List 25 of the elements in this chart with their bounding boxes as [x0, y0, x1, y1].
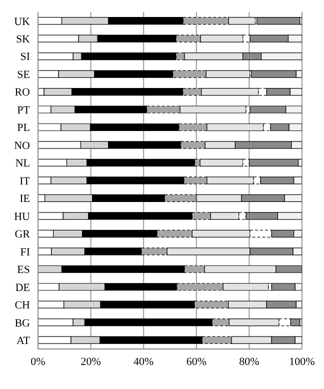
- y-tick-label: FI: [20, 246, 30, 258]
- x-tick-label: 80%: [239, 356, 260, 368]
- y-tick-label: SK: [16, 34, 30, 46]
- y-tick-label: UK: [14, 16, 30, 28]
- y-tick-label: AT: [16, 335, 30, 348]
- y-tick-label: GR: [14, 228, 31, 241]
- y-tick-label: NL: [15, 158, 30, 170]
- y-tick-label: IT: [20, 175, 30, 188]
- x-tick-label: 100%: [289, 356, 315, 368]
- y-tick-label: RO: [14, 86, 30, 99]
- y-tick-label: DE: [15, 282, 30, 294]
- y-tick-label: SI: [20, 51, 30, 64]
- y-tick-label: ES: [17, 264, 30, 276]
- y-tick-label: PT: [17, 104, 30, 116]
- x-tick-label: 0%: [30, 356, 46, 368]
- y-tick-label: IE: [20, 193, 30, 206]
- y-tick-label: HU: [14, 210, 30, 223]
- y-tick-label: PL: [17, 122, 30, 134]
- y-tick-label: CH: [14, 300, 30, 312]
- x-tick-label: 20%: [80, 356, 101, 368]
- x-tick-label: 60%: [186, 356, 206, 368]
- x-tick-label: 40%: [134, 356, 154, 368]
- y-tick-label: NO: [14, 140, 30, 152]
- y-tick-label: SE: [17, 68, 30, 81]
- y-tick-label: BG: [14, 317, 30, 330]
